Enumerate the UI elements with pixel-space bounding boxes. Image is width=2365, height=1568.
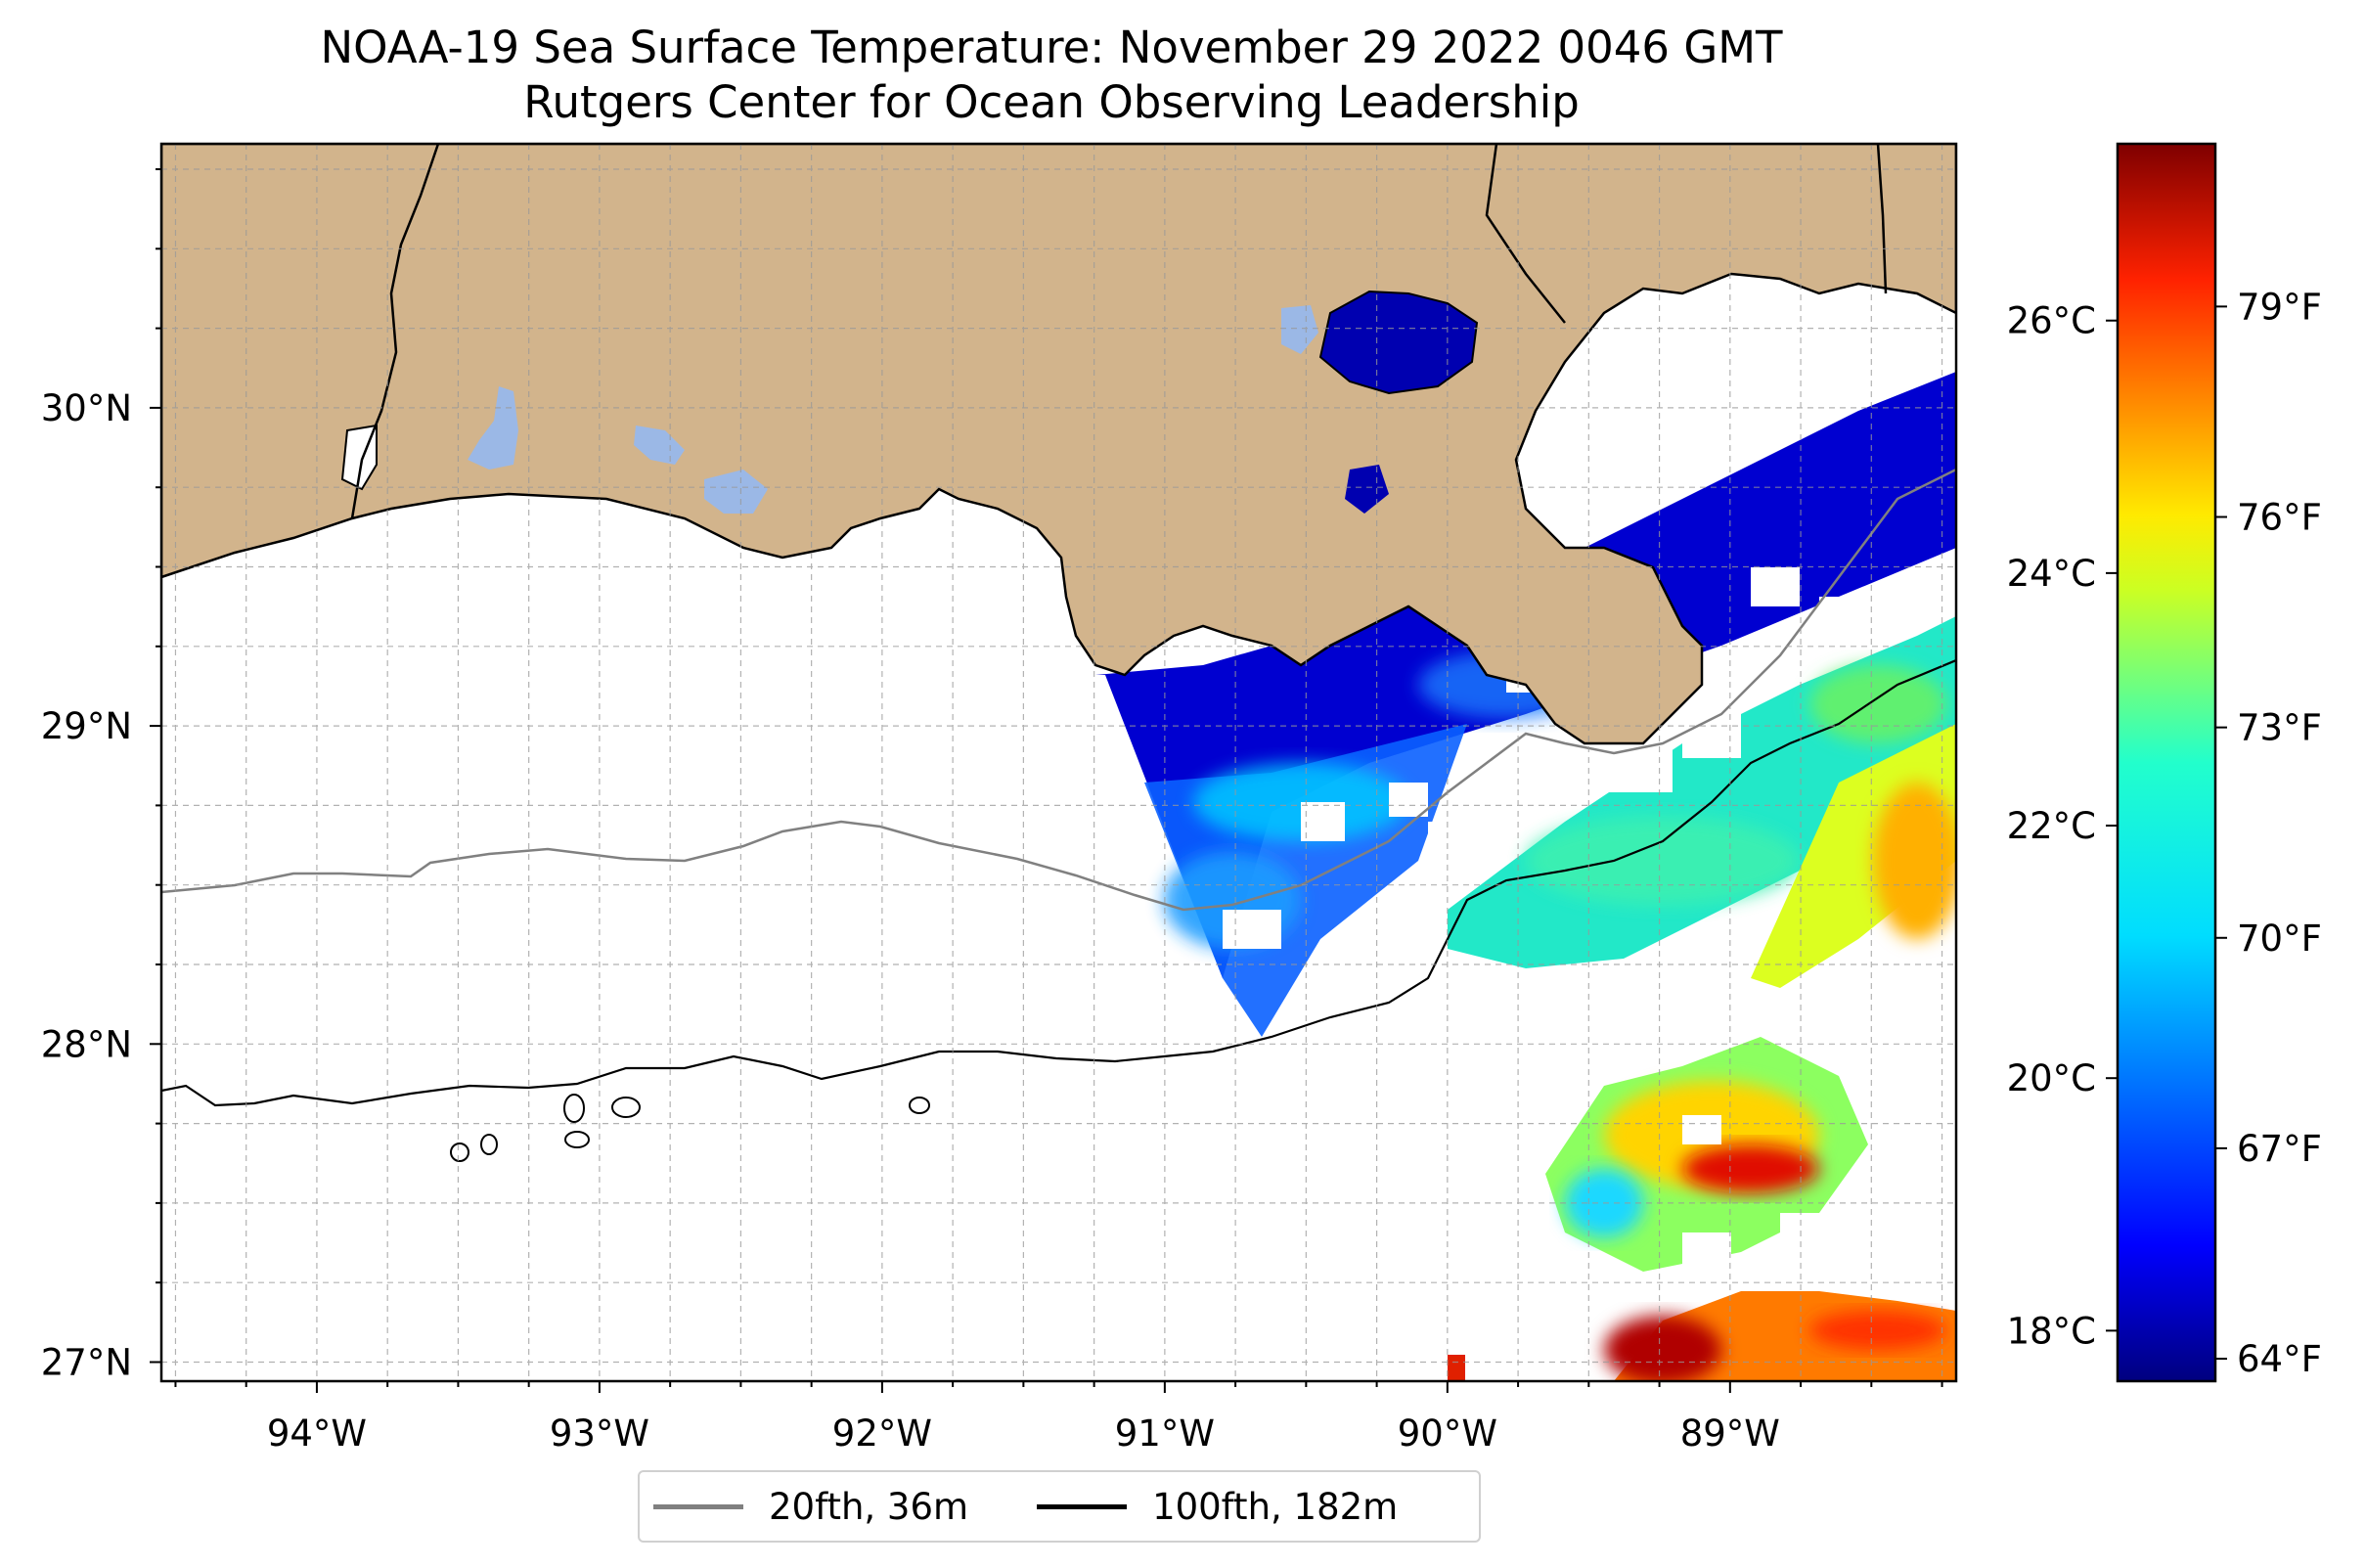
seamount [450,1142,469,1162]
colorbar-label-f: 76°F [2237,497,2322,539]
legend-item-100fth: 100fth, 182m [1037,1486,1398,1528]
colorbar-label-f: 67°F [2237,1128,2322,1170]
longitude-label: 92°W [832,1412,932,1455]
latitude-label: 30°N [41,387,132,429]
longitude-label: 90°W [1398,1412,1497,1455]
longitude-labels: 94°W 93°W 92°W 91°W 90°W 89°W [267,1412,1780,1455]
seamount [563,1094,585,1123]
lake [1281,305,1318,354]
colorbar [2116,142,2217,1383]
colorbar-label-c: 26°C [2007,300,2096,342]
latitude-label: 29°N [41,705,132,747]
colorbar-label-c: 20°C [2007,1057,2096,1099]
longitude-label: 93°W [550,1412,649,1455]
latitude-label: 27°N [41,1341,132,1383]
colorbar-ticks [2106,305,2227,1361]
latitude-label: 28°N [41,1023,132,1065]
longitude-label: 89°W [1680,1412,1780,1455]
legend: 20fth, 36m 100fth, 182m [638,1470,1481,1543]
colorbar-label-c: 22°C [2007,805,2096,847]
map-frame [159,142,1958,1383]
state-border [350,144,440,519]
latitude-labels: 30°N 29°N 28°N 27°N [41,387,132,1384]
axis-ticks [150,168,1943,1393]
seamount [480,1134,498,1155]
chart-title: NOAA-19 Sea Surface Temperature: Novembe… [320,22,1783,73]
longitude-label: 94°W [267,1412,367,1455]
gridlines [161,144,1956,1381]
legend-item-20fth: 20fth, 36m [653,1486,968,1528]
seamount [611,1097,641,1118]
seamount [909,1097,930,1114]
legend-swatch-gray [653,1503,743,1509]
colorbar-label-c: 24°C [2007,553,2096,595]
colorbar-celsius-labels: 26°C 24°C 22°C 20°C 18°C [2007,300,2096,1353]
longitude-label: 91°W [1115,1412,1215,1455]
lake [1345,465,1389,514]
lake-pontchartrain [1318,290,1479,395]
legend-label: 100fth, 182m [1152,1485,1399,1528]
state-border [1485,144,1566,324]
lake [468,386,518,470]
lake [634,426,685,465]
map-area [161,144,1956,1381]
isobath-20fth [161,468,1956,912]
legend-label: 20fth, 36m [769,1485,969,1528]
isobath-100fth [161,658,1956,1107]
lake [704,470,768,514]
colorbar-fahrenheit-labels: 79°F 76°F 73°F 70°F 67°F 64°F [2237,286,2322,1380]
legend-swatch-black [1037,1503,1128,1509]
colorbar-label-f: 73°F [2237,707,2322,749]
chart-subtitle: Rutgers Center for Ocean Observing Leade… [523,76,1580,128]
colorbar-label-c: 18°C [2007,1310,2096,1352]
colorbar-label-f: 64°F [2237,1338,2322,1380]
colorbar-label-f: 70°F [2237,918,2322,960]
colorbar-label-f: 79°F [2237,286,2322,328]
state-border [1876,144,1888,294]
seamount [564,1131,590,1148]
land-mass [161,144,1956,745]
